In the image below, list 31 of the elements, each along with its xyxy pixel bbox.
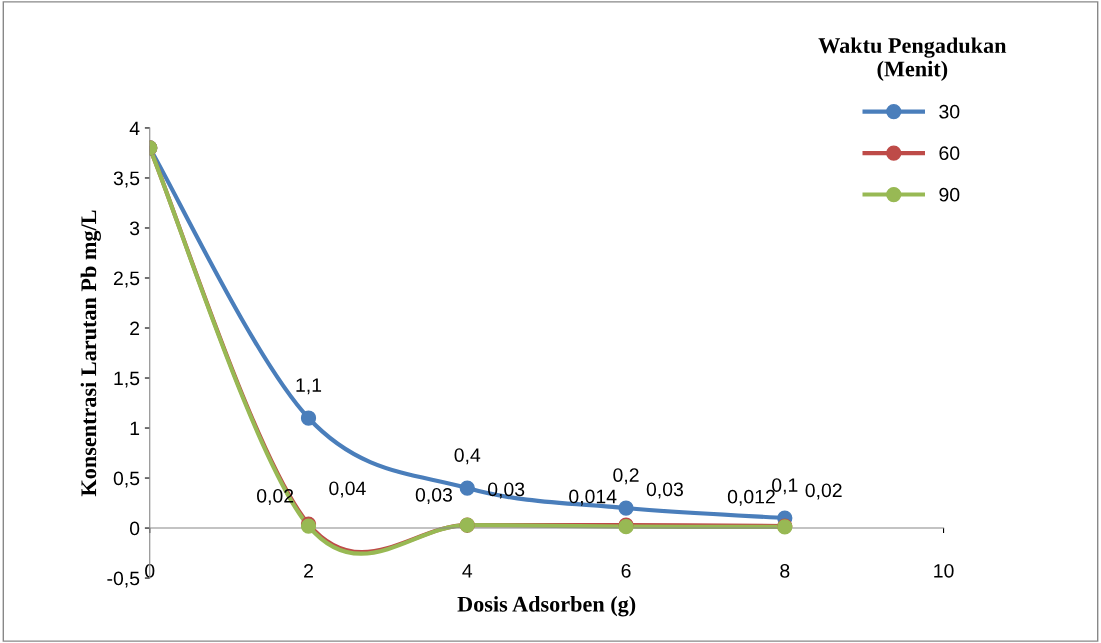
legend-label: 60 (939, 146, 960, 161)
legend-title: Waktu Pengadukan (Menit) (818, 37, 1007, 81)
data-label: 0,04 (329, 481, 366, 498)
y-tick-label: 1,5 (114, 371, 140, 388)
y-tick-label: 0 (129, 521, 140, 536)
x-tick-label: 6 (621, 563, 631, 578)
legend-label: 90 (939, 187, 960, 202)
data-label: 0,014 (569, 489, 617, 506)
data-label: 0,03 (646, 482, 683, 499)
data-label: 0,03 (415, 487, 452, 505)
y-tick-label: 3,5 (113, 171, 140, 188)
y-axis-title: Konsentrasi Larutan Pb mg/L (80, 210, 101, 497)
y-tick-label: 2,5 (113, 271, 140, 288)
x-tick-label: 10 (934, 563, 954, 578)
x-tick-label: 4 (462, 564, 473, 578)
data-label: 1,1 (296, 378, 322, 395)
data-label: 0,03 (487, 482, 525, 499)
data-label: 0,2 (613, 468, 639, 485)
y-tick-label: 1 (130, 421, 140, 436)
y-tick-label: 2 (130, 321, 140, 336)
y-tick-label: 3 (129, 221, 140, 236)
data-label: 0,02 (805, 483, 842, 500)
x-tick-label: 0 (145, 563, 155, 578)
x-tick-label: 2 (304, 563, 313, 578)
legend-label: 30 (939, 104, 960, 119)
y-tick-label: -0,5 (107, 571, 140, 588)
y-tick-label: 4 (129, 121, 140, 135)
x-tick-label: 8 (780, 563, 790, 578)
y-tick-label: 0,5 (113, 471, 140, 488)
data-label: 0,4 (454, 448, 481, 465)
x-axis-title: Dosis Adsorben (g) (457, 596, 636, 617)
